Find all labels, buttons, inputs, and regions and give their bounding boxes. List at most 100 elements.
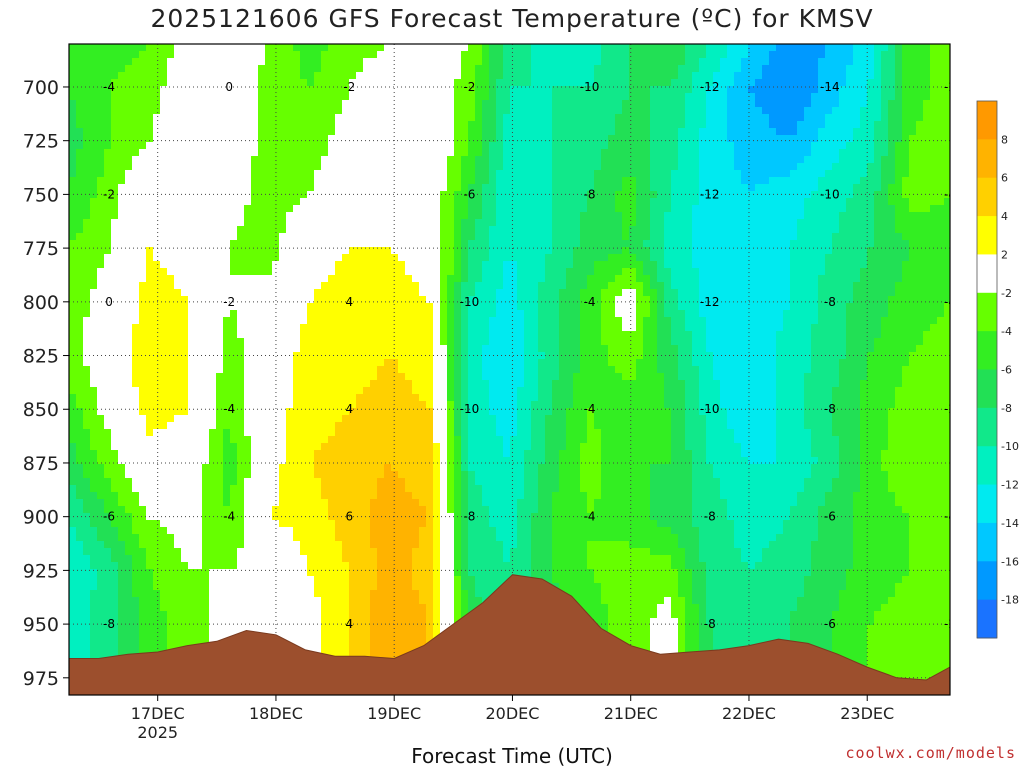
heat-cell	[545, 296, 553, 304]
heat-cell	[923, 219, 931, 227]
heat-cell	[118, 44, 126, 52]
heat-cell	[104, 268, 112, 276]
heat-cell	[104, 296, 112, 304]
heat-cell	[216, 93, 224, 101]
heat-cell	[846, 282, 854, 290]
heat-cell	[321, 86, 329, 94]
heat-cell	[188, 58, 196, 66]
heat-cell	[783, 156, 791, 164]
heat-cell	[426, 317, 434, 325]
heat-cell	[804, 289, 812, 297]
heat-cell	[657, 58, 665, 66]
heat-cell	[321, 191, 329, 199]
heat-cell	[839, 44, 847, 52]
heat-cell	[615, 219, 623, 227]
heat-cell	[496, 142, 504, 150]
heat-cell	[132, 142, 140, 150]
heat-cell	[692, 114, 700, 122]
heat-cell	[825, 191, 833, 199]
heat-cell	[356, 93, 364, 101]
heat-cell	[293, 310, 301, 318]
heat-cell	[825, 233, 833, 241]
heat-cell	[279, 317, 287, 325]
heat-cell	[412, 219, 420, 227]
heat-cell	[209, 156, 217, 164]
heat-cell	[706, 121, 714, 129]
heat-cell	[76, 317, 84, 325]
heat-cell	[769, 79, 777, 87]
heat-cell	[706, 226, 714, 234]
heat-cell	[874, 226, 882, 234]
heat-cell	[811, 107, 819, 115]
heat-cell	[293, 93, 301, 101]
heat-cell	[209, 107, 217, 115]
heat-cell	[188, 135, 196, 143]
heat-cell	[146, 219, 154, 227]
heat-cell	[97, 121, 105, 129]
heat-cell	[867, 156, 875, 164]
heat-cell	[874, 282, 882, 290]
heat-cell	[482, 51, 490, 59]
heat-cell	[426, 65, 434, 73]
heat-cell	[468, 177, 476, 185]
heat-cell	[503, 310, 511, 318]
heat-cell	[783, 86, 791, 94]
heat-cell	[937, 177, 945, 185]
heat-cell	[664, 303, 672, 311]
heat-cell	[643, 247, 651, 255]
heat-cell	[216, 51, 224, 59]
heat-cell	[685, 191, 693, 199]
heat-cell	[538, 72, 546, 80]
heat-cell	[720, 212, 728, 220]
heat-cell	[846, 163, 854, 171]
heat-cell	[811, 44, 819, 52]
heat-cell	[314, 163, 322, 171]
heat-cell	[601, 254, 609, 262]
heat-cell	[202, 226, 210, 234]
heat-cell	[489, 289, 497, 297]
heat-cell	[419, 275, 427, 283]
heat-cell	[90, 100, 98, 108]
heat-cell	[566, 114, 574, 122]
heat-cell	[363, 135, 371, 143]
heat-cell	[818, 170, 826, 178]
heat-cell	[237, 282, 245, 290]
heat-cell	[440, 310, 448, 318]
heat-cell	[678, 79, 686, 87]
heat-cell	[433, 156, 441, 164]
heat-cell	[615, 275, 623, 283]
heat-cell	[671, 107, 679, 115]
heat-cell	[391, 100, 399, 108]
heat-cell	[475, 268, 483, 276]
heat-cell	[713, 170, 721, 178]
heat-cell	[209, 233, 217, 241]
heat-cell	[230, 254, 238, 262]
heat-cell	[216, 310, 224, 318]
heat-cell	[160, 268, 168, 276]
heat-cell	[146, 296, 154, 304]
heat-cell	[587, 219, 595, 227]
heat-cell	[622, 163, 630, 171]
heat-cell	[685, 65, 693, 73]
heat-cell	[314, 247, 322, 255]
heat-cell	[832, 310, 840, 318]
heat-cell	[328, 79, 336, 87]
heat-cell	[881, 44, 889, 52]
heat-cell	[419, 303, 427, 311]
heat-cell	[468, 233, 476, 241]
heat-cell	[279, 86, 287, 94]
heat-cell	[538, 317, 546, 325]
heat-cell	[657, 44, 665, 52]
heat-cell	[307, 65, 315, 73]
heat-cell	[580, 198, 588, 206]
heat-cell	[734, 86, 742, 94]
heat-cell	[769, 58, 777, 66]
heat-cell	[195, 107, 203, 115]
heat-cell	[118, 163, 126, 171]
heat-cell	[398, 149, 406, 157]
heat-cell	[895, 135, 903, 143]
heat-cell	[342, 317, 350, 325]
heat-cell	[839, 296, 847, 304]
heat-cell	[146, 261, 154, 269]
heat-cell	[790, 219, 798, 227]
